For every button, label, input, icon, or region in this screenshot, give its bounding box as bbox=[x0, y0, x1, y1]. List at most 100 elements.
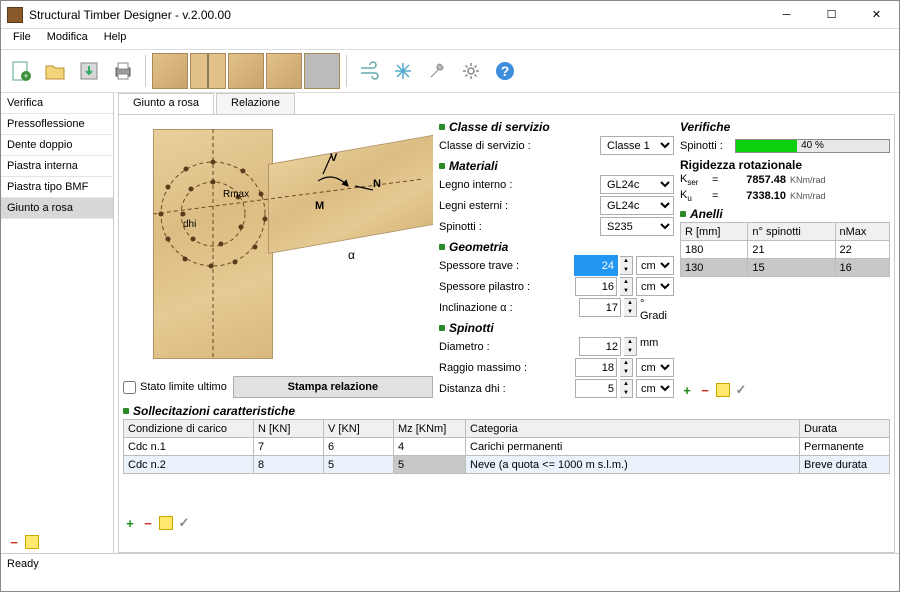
sol-cell[interactable]: Neve (a quota <= 1000 m s.l.m.) bbox=[466, 456, 800, 474]
snow-icon[interactable] bbox=[387, 53, 419, 89]
toolbar-separator bbox=[346, 55, 347, 87]
help-icon[interactable]: ? bbox=[489, 53, 521, 89]
sidebar-item[interactable]: Piastra tipo BMF bbox=[1, 177, 113, 198]
raggio-unit[interactable]: cm bbox=[636, 358, 674, 377]
diametro-input[interactable] bbox=[579, 337, 621, 356]
stampa-relazione-button[interactable]: Stampa relazione bbox=[233, 376, 433, 398]
menu-modifica[interactable]: Modifica bbox=[39, 29, 96, 49]
anelli-row[interactable]: 1802122 bbox=[681, 241, 890, 259]
raggio-spinner[interactable]: ▲▼ bbox=[620, 358, 633, 377]
anelli-add-icon[interactable]: + bbox=[680, 383, 694, 397]
distanza-unit[interactable]: cm bbox=[636, 379, 674, 398]
status-bar: Ready bbox=[1, 553, 899, 573]
tab-relazione[interactable]: Relazione bbox=[216, 93, 295, 115]
anelli-cell[interactable]: 180 bbox=[681, 241, 748, 259]
close-button[interactable]: ✕ bbox=[854, 1, 899, 29]
anelli-col-n[interactable]: n° spinotti bbox=[748, 223, 835, 241]
ku-value: 7338.10 bbox=[726, 190, 786, 202]
svg-text:+: + bbox=[23, 71, 28, 81]
joint-type-3-icon[interactable] bbox=[228, 53, 264, 89]
svg-text:V: V bbox=[330, 152, 338, 164]
incl-spinner[interactable]: ▲▼ bbox=[624, 298, 637, 317]
sol-cell[interactable]: Cdc n.2 bbox=[124, 456, 254, 474]
sol-cell[interactable]: Permanente bbox=[800, 438, 890, 456]
spes-pilastro-unit[interactable]: cm bbox=[636, 277, 674, 296]
sidebar-item[interactable]: Piastra interna bbox=[1, 156, 113, 177]
legno-interno-select[interactable]: GL24c bbox=[600, 175, 674, 194]
tab-body: Rmax dhi α M V N bbox=[118, 114, 895, 553]
legni-esterni-select[interactable]: GL24c bbox=[600, 196, 674, 215]
sol-cell[interactable]: 4 bbox=[394, 438, 466, 456]
raggio-input[interactable] bbox=[575, 358, 617, 377]
sol-check-icon[interactable]: ✓ bbox=[177, 516, 191, 530]
sol-cell[interactable]: Carichi permanenti bbox=[466, 438, 800, 456]
classe-servizio-select[interactable]: Classe 1 bbox=[600, 136, 674, 155]
joint-type-5-icon[interactable] bbox=[304, 53, 340, 89]
sollecitazioni-section: Sollecitazioni caratteristiche Condizion… bbox=[123, 403, 890, 532]
anelli-toolbar: + − ✓ bbox=[680, 381, 890, 399]
incl-input[interactable] bbox=[579, 298, 621, 317]
spes-trave-spinner[interactable]: ▲▼ bbox=[620, 256, 633, 275]
sidebar-item[interactable]: Dente doppio bbox=[1, 135, 113, 156]
distanza-spinner[interactable]: ▲▼ bbox=[620, 379, 633, 398]
sidebar-item[interactable]: Pressoflessione bbox=[1, 114, 113, 135]
sol-row[interactable]: Cdc n.1764Carichi permanentiPermanente bbox=[124, 438, 890, 456]
tab-giunto[interactable]: Giunto a rosa bbox=[118, 93, 214, 115]
anelli-col-nmax[interactable]: nMax bbox=[835, 223, 889, 241]
print-icon[interactable] bbox=[107, 53, 139, 89]
spinotti-mat-select[interactable]: S235 bbox=[600, 217, 674, 236]
menu-file[interactable]: File bbox=[5, 29, 39, 49]
joint-type-2-icon[interactable] bbox=[190, 53, 226, 89]
anelli-row[interactable]: 1301516 bbox=[681, 259, 890, 277]
anelli-remove-icon[interactable]: − bbox=[698, 383, 712, 397]
maximize-button[interactable]: ☐ bbox=[809, 1, 854, 29]
content-area: Giunto a rosa Relazione bbox=[114, 93, 899, 553]
anelli-cell[interactable]: 16 bbox=[835, 259, 889, 277]
open-icon[interactable] bbox=[39, 53, 71, 89]
sol-row[interactable]: Cdc n.2855Neve (a quota <= 1000 m s.l.m.… bbox=[124, 456, 890, 474]
diametro-spinner[interactable]: ▲▼ bbox=[624, 337, 637, 356]
stato-limite-input[interactable] bbox=[123, 381, 136, 394]
anelli-cell[interactable]: 130 bbox=[681, 259, 748, 277]
spes-trave-input[interactable] bbox=[575, 256, 617, 275]
save-icon[interactable] bbox=[73, 53, 105, 89]
sol-cell[interactable]: 6 bbox=[324, 438, 394, 456]
new-icon[interactable]: + bbox=[5, 53, 37, 89]
sidebar-item[interactable]: Verifica bbox=[1, 93, 113, 114]
properties-column: Classe di servizio Classe di servizio : … bbox=[439, 119, 674, 399]
anelli-table[interactable]: R [mm] n° spinotti nMax 18021221301516 bbox=[680, 222, 890, 277]
kser-value: 7857.48 bbox=[726, 174, 786, 186]
distanza-input[interactable] bbox=[575, 379, 617, 398]
spes-pilastro-input[interactable] bbox=[575, 277, 617, 296]
sol-cell[interactable]: 7 bbox=[254, 438, 324, 456]
sol-cell[interactable]: 5 bbox=[394, 456, 466, 474]
sol-cell[interactable]: Cdc n.1 bbox=[124, 438, 254, 456]
spes-trave-unit[interactable]: cm bbox=[636, 256, 674, 275]
sidebar-remove-icon[interactable]: − bbox=[7, 535, 21, 549]
sollecitazioni-table[interactable]: Condizione di carico N [KN] V [KN] Mz [K… bbox=[123, 419, 890, 474]
stato-limite-checkbox[interactable]: Stato limite ultimo bbox=[123, 381, 227, 394]
anelli-note-icon[interactable] bbox=[716, 383, 730, 397]
sidebar-note-icon[interactable] bbox=[25, 535, 39, 549]
sol-cell[interactable]: 8 bbox=[254, 456, 324, 474]
sol-note-icon[interactable] bbox=[159, 516, 173, 530]
spes-pilastro-spinner[interactable]: ▲▼ bbox=[620, 277, 633, 296]
joint-type-1-icon[interactable] bbox=[152, 53, 188, 89]
anelli-col-r[interactable]: R [mm] bbox=[681, 223, 748, 241]
minimize-button[interactable]: ─ bbox=[764, 1, 809, 29]
anelli-check-icon[interactable]: ✓ bbox=[734, 383, 748, 397]
sol-add-icon[interactable]: + bbox=[123, 516, 137, 530]
anelli-cell[interactable]: 22 bbox=[835, 241, 889, 259]
diametro-unit: mm bbox=[640, 337, 674, 356]
sol-remove-icon[interactable]: − bbox=[141, 516, 155, 530]
wind-icon[interactable] bbox=[353, 53, 385, 89]
sol-cell[interactable]: 5 bbox=[324, 456, 394, 474]
anelli-cell[interactable]: 15 bbox=[748, 259, 835, 277]
sidebar-item[interactable]: Giunto a rosa bbox=[1, 198, 113, 219]
settings-icon[interactable] bbox=[455, 53, 487, 89]
sol-cell[interactable]: Breve durata bbox=[800, 456, 890, 474]
joint-type-4-icon[interactable] bbox=[266, 53, 302, 89]
menu-help[interactable]: Help bbox=[96, 29, 135, 49]
anelli-cell[interactable]: 21 bbox=[748, 241, 835, 259]
tools-icon[interactable] bbox=[421, 53, 453, 89]
